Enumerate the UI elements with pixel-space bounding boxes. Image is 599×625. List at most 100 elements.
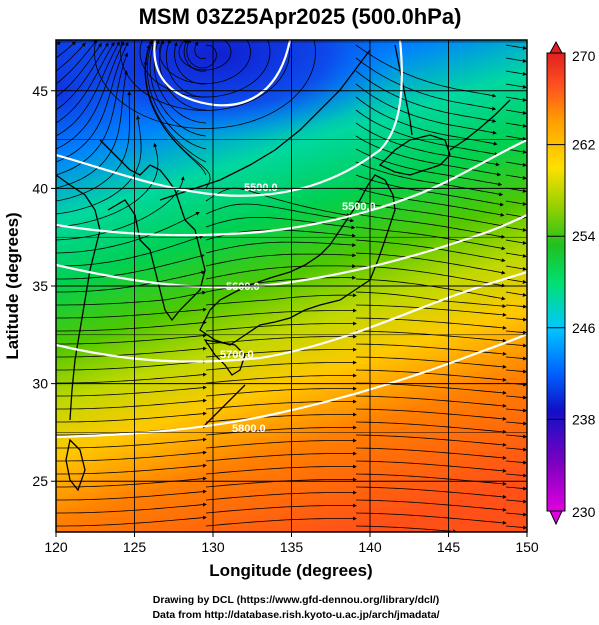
- streamline: [205, 451, 357, 462]
- streamline: [505, 174, 527, 180]
- streamline: [56, 235, 204, 267]
- streamline: [505, 70, 527, 76]
- streamline: [56, 463, 207, 475]
- streamline: [56, 307, 207, 319]
- contour-label: 5500.0: [342, 201, 376, 213]
- streamline: [355, 83, 497, 135]
- streamline: [56, 115, 142, 215]
- y-tick-label: 25: [32, 473, 48, 489]
- streamline: [355, 239, 506, 263]
- x-tick-label: 150: [515, 539, 539, 555]
- streamline: [355, 473, 507, 486]
- streamline: [205, 464, 357, 475]
- streamline: [355, 200, 506, 228]
- x-tick-label: 120: [44, 539, 68, 555]
- streamline: [186, 40, 217, 69]
- colorbar-ticks: 270 262 254 246 238 230: [547, 48, 596, 520]
- streamline: [165, 40, 207, 98]
- streamline: [205, 373, 357, 384]
- y-tick-label: 45: [32, 83, 48, 99]
- streamline: [56, 476, 207, 488]
- streamline: [505, 291, 527, 297]
- streamline: [355, 291, 507, 309]
- streamline: [56, 40, 98, 85]
- latitude-ticks: 25 30 35 40 45: [32, 83, 56, 489]
- streamline: [505, 252, 527, 258]
- streamline: [56, 41, 115, 124]
- streamline: [56, 359, 207, 371]
- streamline: [205, 412, 357, 423]
- contour-label: 5700.0: [220, 349, 254, 361]
- streamline: [355, 356, 507, 369]
- y-tick-label: 35: [32, 278, 48, 294]
- streamline: [505, 83, 527, 89]
- streamline: [205, 360, 357, 371]
- streamline: [355, 408, 507, 421]
- streamline: [56, 320, 207, 332]
- streamline: [205, 321, 357, 332]
- streamline: [505, 395, 527, 400]
- streamline: [355, 135, 502, 177]
- colorbar-tick-label: 254: [572, 228, 596, 244]
- x-tick-label: 125: [123, 539, 147, 555]
- colorbar-tick-label: 230: [572, 504, 596, 520]
- streamline: [505, 356, 527, 361]
- streamline: [145, 40, 207, 163]
- x-tick-label: 135: [280, 539, 304, 555]
- streamline: [205, 516, 357, 527]
- streamline: [205, 241, 357, 254]
- streamline: [205, 425, 357, 436]
- streamline: [505, 434, 527, 439]
- credit-line-data: Data from http://database.rish.kyoto-u.a…: [152, 609, 439, 621]
- map-title: MSM 03Z25Apr2025 (500.0hPa): [139, 4, 462, 29]
- streamline: [355, 109, 499, 157]
- streamline: [56, 254, 205, 280]
- streamline: [355, 70, 497, 123]
- streamline: [355, 174, 504, 207]
- colorbar-max-triangle: [549, 40, 563, 54]
- contour-label: 5600.0: [226, 281, 260, 293]
- streamline: [505, 304, 527, 309]
- longitude-ticks: 120 125 130 135 140 145 150: [44, 532, 539, 555]
- streamline: [56, 333, 207, 345]
- streamline: [205, 203, 355, 223]
- streamline: [205, 217, 356, 230]
- streamline: [505, 525, 527, 530]
- streamline: [56, 42, 109, 111]
- streamline: [505, 512, 527, 517]
- streamline: [355, 499, 507, 512]
- credit-line-drawing: Drawing by DCL (https://www.gfd-dennou.o…: [153, 594, 439, 606]
- streamline: [205, 253, 357, 267]
- x-tick-label: 145: [437, 539, 461, 555]
- streamline: [56, 41, 129, 163]
- colorbar-tick-label: 262: [572, 137, 596, 153]
- streamline: [505, 317, 527, 322]
- streamline: [149, 42, 207, 137]
- streamline: [505, 96, 527, 102]
- streamline: [56, 346, 207, 358]
- streamline: [505, 330, 527, 335]
- coastlines: [56, 44, 511, 492]
- streamline: [56, 502, 207, 514]
- streamline: [56, 372, 207, 384]
- streamline: [355, 525, 457, 532]
- low-circulation-streamline: [159, 40, 251, 84]
- streamline: [56, 385, 207, 397]
- streamline: [355, 447, 507, 460]
- streamline: [505, 499, 527, 504]
- streamline: [205, 308, 357, 319]
- colorbar-body: [546, 52, 566, 512]
- streamline: [56, 211, 200, 254]
- streamline: [56, 41, 120, 137]
- streamline: [355, 226, 506, 251]
- streamline: [505, 343, 527, 348]
- streamline: [355, 460, 507, 473]
- streamline: [355, 512, 507, 525]
- streamline: [205, 386, 357, 397]
- streamline: [355, 148, 503, 187]
- low-circulation-streamline: [94, 40, 316, 129]
- streamline: [355, 187, 505, 217]
- streamline: [505, 486, 527, 491]
- streamline: [56, 52, 129, 176]
